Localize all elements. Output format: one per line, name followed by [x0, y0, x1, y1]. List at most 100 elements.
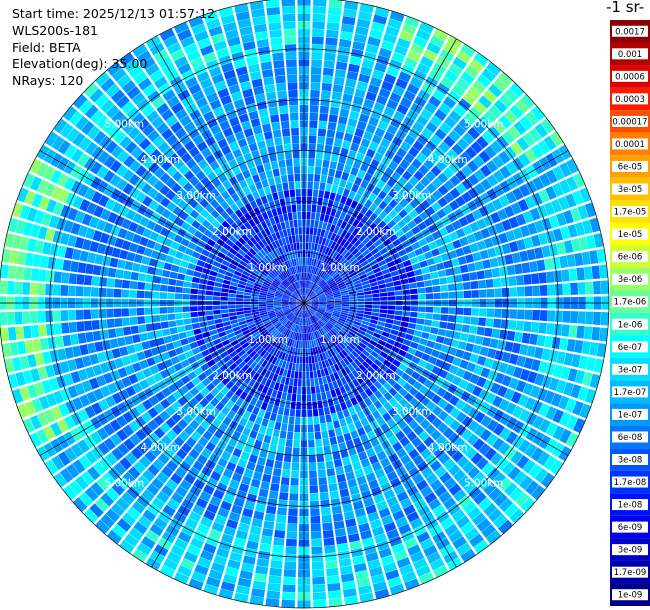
- range-gate: [297, 281, 301, 289]
- range-gate: [477, 476, 492, 491]
- range-gate: [278, 264, 284, 272]
- range-gate: [455, 411, 467, 423]
- range-gate: [505, 364, 516, 376]
- range-gate: [308, 308, 314, 315]
- range-gate: [289, 275, 295, 283]
- range-gate: [170, 333, 180, 342]
- range-gate: [500, 277, 509, 287]
- range-gate: [177, 531, 192, 544]
- range-gate: [199, 104, 212, 115]
- range-gate: [230, 394, 239, 404]
- range-gate: [219, 247, 229, 255]
- range-gate: [183, 182, 194, 193]
- range-gate: [409, 76, 423, 89]
- range-gate: [165, 189, 176, 201]
- range-gate: [293, 158, 300, 167]
- range-gate: [176, 448, 188, 460]
- range-gate: [324, 334, 330, 342]
- range-gate: [230, 212, 239, 222]
- range-gate: [318, 295, 326, 299]
- range-gate: [263, 130, 273, 140]
- range-gate: [274, 297, 282, 300]
- range-gate: [297, 273, 300, 281]
- range-gate: [307, 196, 312, 205]
- range-gate: [547, 284, 556, 296]
- range-gate: [147, 464, 160, 477]
- range-gate: [435, 335, 445, 344]
- range-gate: [302, 288, 304, 296]
- range-gate: [391, 252, 400, 260]
- range-gate: [450, 339, 460, 348]
- range-gate: [161, 109, 174, 121]
- range-gate: [162, 504, 176, 517]
- range-gate: [363, 228, 372, 237]
- range-gate: [372, 526, 385, 537]
- range-gate: [315, 212, 321, 221]
- range-gate: [318, 476, 328, 486]
- range-gate: [274, 257, 280, 266]
- range-gate: [231, 244, 240, 252]
- range-gate: [402, 311, 411, 317]
- range-gate: [355, 152, 365, 162]
- range-gate: [315, 446, 324, 455]
- range-gate: [516, 455, 530, 470]
- range-gate: [383, 131, 395, 142]
- range-gate: [264, 84, 276, 93]
- range-gate: [294, 173, 301, 182]
- range-gate: [147, 419, 159, 431]
- range-gate: [326, 300, 335, 303]
- range-gate: [248, 228, 257, 237]
- range-gate: [428, 153, 440, 165]
- range-gate: [352, 437, 362, 447]
- range-gate: [275, 309, 283, 313]
- range-gate: [536, 334, 546, 347]
- range-gate: [290, 296, 298, 301]
- colorbar-tick-label: 1e-05: [618, 230, 643, 240]
- range-gate: [302, 310, 304, 318]
- range-gate: [521, 332, 531, 344]
- range-gate: [383, 464, 395, 475]
- range-gate: [388, 387, 398, 397]
- range-gate: [406, 83, 420, 95]
- range-gate: [152, 458, 165, 471]
- range-gate: [336, 218, 343, 228]
- range-gate: [208, 569, 223, 581]
- range-gate: [304, 303, 306, 311]
- range-gate: [234, 465, 245, 475]
- range-gate: [324, 359, 330, 368]
- range-gate: [236, 314, 245, 319]
- range-gate: [418, 359, 428, 368]
- range-gate: [114, 278, 123, 288]
- range-label: 2.00km: [212, 226, 252, 238]
- range-gate: [476, 135, 489, 149]
- range-gate: [215, 205, 225, 215]
- range-gate: [393, 341, 403, 349]
- range-gate: [271, 552, 284, 562]
- range-gate: [124, 261, 134, 271]
- range-gate: [509, 309, 518, 319]
- range-gate: [264, 343, 272, 352]
- range-gate: [426, 183, 437, 194]
- range-gate: [279, 399, 286, 408]
- range-gate: [520, 497, 535, 512]
- range-gate: [284, 36, 297, 45]
- range-gate: [473, 491, 487, 505]
- range-gate: [534, 220, 545, 233]
- range-gate: [160, 277, 169, 285]
- range-gate: [392, 154, 403, 165]
- range-label: 3.00km: [392, 406, 432, 418]
- range-gate: [171, 454, 183, 466]
- range-gate: [456, 307, 464, 315]
- range-gate: [318, 408, 325, 417]
- range-gate: [403, 203, 414, 214]
- range-gate: [519, 475, 533, 491]
- range-gate: [311, 305, 319, 309]
- range-gate: [317, 308, 325, 313]
- range-gate: [154, 329, 163, 338]
- range-gate: [318, 337, 324, 345]
- range-gate: [516, 309, 525, 320]
- range-gate: [237, 349, 246, 358]
- range-gate: [402, 295, 411, 300]
- range-gate: [512, 227, 523, 240]
- range-gate: [330, 339, 337, 347]
